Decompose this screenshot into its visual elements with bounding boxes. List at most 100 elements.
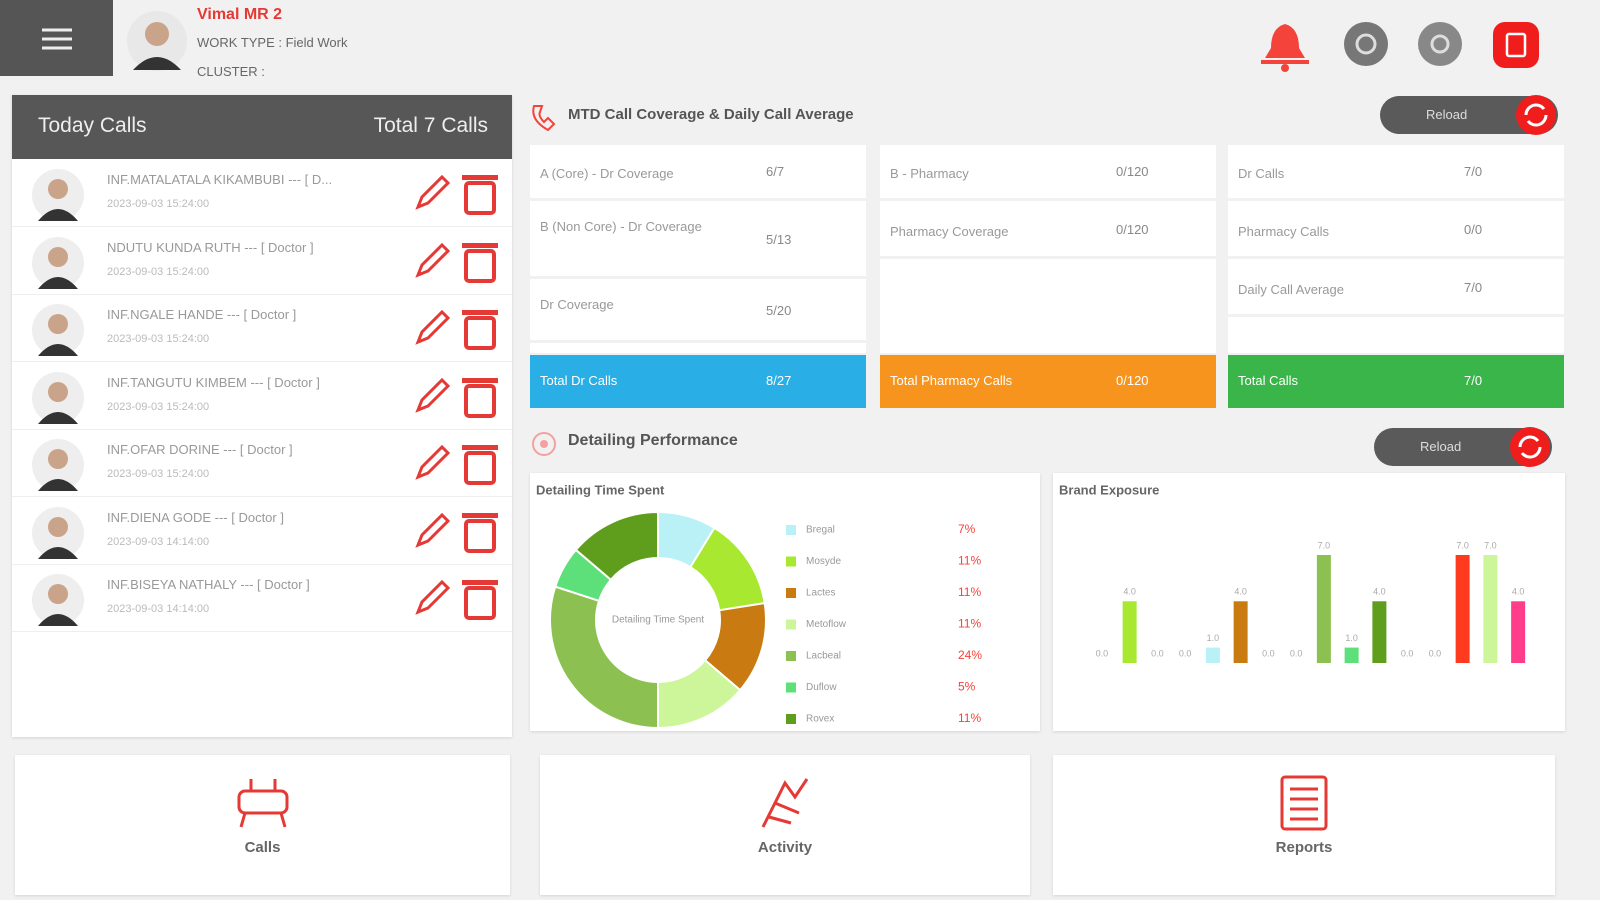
trash-body (464, 316, 496, 350)
charts: Detailing Time Spent Bregal 7% Mosyde 11% Lac… (536, 482, 1526, 730)
delete-button[interactable] (462, 580, 498, 620)
call-item[interactable]: INF.BISEYA NATHALY --- [ Doctor ] 2023-09… (12, 566, 512, 632)
user-avatar (127, 11, 187, 71)
call-time: 2023-09-03 15:24:00 (107, 198, 210, 210)
coverage-total-label: Total Calls (1238, 373, 1298, 388)
settings-button[interactable] (1418, 22, 1462, 66)
call-item[interactable]: INF.TANGUTU KIMBEM --- [ Doctor ] 2023-09… (12, 364, 512, 430)
call-name: INF.BISEYA NATHALY --- [ Doctor ] (107, 577, 310, 592)
call-actions (415, 579, 498, 620)
chart-title: Detailing Time Spent (536, 482, 665, 497)
legend-swatch (786, 556, 796, 567)
trash-lid (462, 580, 498, 585)
coverage-value: 5/13 (766, 232, 792, 247)
bar-value-label: 7.0 (1318, 540, 1331, 550)
logout-button[interactable] (1493, 22, 1539, 68)
bar-value-label: 0.0 (1096, 648, 1109, 658)
tile-icon (1280, 775, 1328, 831)
avatar-body (38, 479, 78, 491)
bar-value-label: 4.0 (1234, 587, 1247, 597)
edit-button[interactable] (415, 377, 451, 413)
bar-value-label: 0.0 (1151, 648, 1164, 658)
call-item[interactable]: INF.DIENA GODE --- [ Doctor ] 2023-09-03 … (12, 499, 512, 565)
legend-swatch (786, 525, 796, 535)
legend-value: 24% (958, 648, 982, 662)
today-calls-title: Today Calls (38, 114, 147, 137)
coverage-label: Daily Call Average (1238, 282, 1344, 297)
coverage-label: Pharmacy Calls (1238, 224, 1330, 239)
call-item[interactable]: NDUTU KUNDA RUTH --- [ Doctor ] 2023-09-0… (12, 229, 512, 295)
coverage-title: MTD Call Coverage & Daily Call Average (568, 106, 854, 123)
delete-button[interactable] (462, 377, 498, 418)
call-item[interactable]: INF.MATALATALA KIKAMBUBI --- [ D... 2023-… (12, 161, 512, 227)
bar (1122, 601, 1137, 663)
trash-lid (462, 310, 498, 315)
avatar-head (48, 449, 68, 469)
avatar-body (38, 411, 78, 424)
coverage-reload[interactable]: Reload (1380, 95, 1558, 135)
nav-tile[interactable]: Activity (540, 755, 1030, 895)
call-item[interactable]: INF.NGALE HANDE --- [ Doctor ] 2023-09-03… (12, 296, 512, 362)
call-name: NDUTU KUNDA RUTH --- [ Doctor ] (107, 239, 314, 255)
notification-bell[interactable] (1261, 24, 1309, 72)
delete-button[interactable] (462, 175, 498, 215)
call-time: 2023-09-03 14:14:00 (107, 535, 210, 548)
sync-button[interactable] (1344, 22, 1388, 66)
menu-button[interactable] (0, 0, 113, 76)
coverage-row: B - Pharmacy 0/120 (880, 145, 1216, 201)
icon-shape (761, 778, 809, 828)
delete-button[interactable] (462, 310, 498, 350)
call-actions (415, 174, 498, 215)
legend-value: 11% (958, 617, 981, 631)
trash-lid (462, 242, 498, 248)
trash-lid (462, 512, 498, 518)
legend-swatch (786, 588, 796, 598)
avatar-body (38, 614, 78, 626)
user-name: Vimal MR 2 (197, 6, 283, 23)
tile-icon (761, 778, 809, 828)
delete-button[interactable] (462, 512, 498, 553)
coverage-value: 6/7 (766, 164, 785, 179)
pencil-icon (415, 242, 451, 278)
call-avatar (32, 574, 84, 626)
legend-value: 11% (958, 711, 981, 725)
edit-button[interactable] (415, 579, 451, 615)
icon-shape (1290, 787, 1318, 821)
pencil-icon (415, 377, 451, 413)
today-calls-header: Today Calls Total 7 Calls (12, 95, 512, 159)
coverage-total-value: 7/0 (1464, 373, 1483, 388)
legend-label: Duflow (806, 682, 837, 693)
coverage-row: Daily Call Average 7/0 (1228, 261, 1564, 317)
call-time: 2023-09-03 15:24:00 (107, 265, 210, 278)
detailing-reload[interactable]: Reload (1374, 427, 1552, 467)
edit-button[interactable] (415, 512, 451, 548)
bar-value-label: 0.0 (1262, 648, 1275, 658)
bar-value-label: 0.0 (1179, 648, 1192, 658)
edit-button[interactable] (415, 242, 451, 278)
delete-button[interactable] (462, 445, 498, 485)
nav-tile[interactable]: Calls (15, 755, 510, 895)
coverage-row: Dr Coverage 5/20 (530, 281, 866, 343)
reload-icon (1516, 95, 1556, 135)
call-item[interactable]: INF.OFAR DORINE --- [ Doctor ] 2023-09-03… (12, 431, 512, 497)
coverage-value: 7/0 (1464, 164, 1483, 179)
pencil-icon (415, 309, 451, 345)
edit-button[interactable] (415, 174, 451, 210)
edit-button[interactable] (415, 309, 451, 345)
trash-body (464, 518, 496, 553)
delete-button[interactable] (462, 242, 498, 283)
coverage-row: B (Non Core) - Dr Coverage 5/13 (530, 203, 866, 279)
reload-label: Reload (1426, 107, 1468, 122)
legend-label: Mosyde (806, 556, 841, 567)
edit-button[interactable] (415, 444, 451, 480)
call-avatar (32, 506, 84, 559)
bar (1483, 555, 1498, 663)
bar-value-label: 0.0 (1401, 648, 1414, 658)
call-actions (415, 377, 498, 418)
nav-tile[interactable]: Reports (1053, 755, 1555, 895)
detailing-title: Detailing Performance (568, 432, 738, 449)
bar (1205, 647, 1220, 663)
today-calls-panel: Today Calls Total 7 Calls INF.MATALATALA… (12, 95, 512, 737)
chart-title: Brand Exposure (1059, 482, 1159, 497)
